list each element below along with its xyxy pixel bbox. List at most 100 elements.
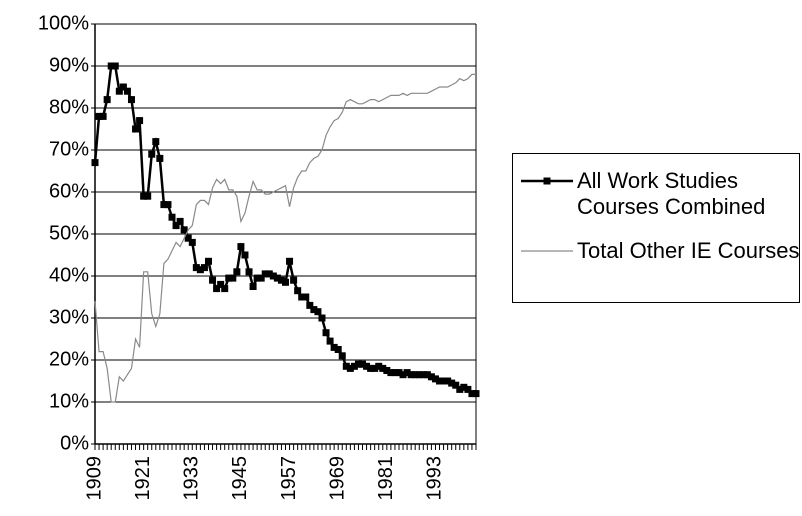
point [310,306,318,314]
y-tick-label: 20% [49,348,89,370]
legend: All Work Studies Courses Combined Total O… [512,153,800,303]
x-tick-label: 1957 [278,456,300,501]
point [290,276,298,284]
y-tick-label: 0% [60,432,89,454]
point [217,280,225,288]
point [233,268,241,276]
point [196,266,204,274]
point [253,274,261,282]
point [403,369,411,377]
point [354,360,362,368]
point [346,364,354,372]
point [111,62,119,70]
point [444,377,452,385]
point [176,217,184,225]
point [213,285,221,293]
point [140,192,148,200]
point [363,362,371,370]
point [338,352,346,360]
point [277,276,285,284]
point [387,369,395,377]
point [172,222,180,230]
y-tick-label: 70% [49,138,89,160]
point [326,337,334,345]
point [168,213,176,221]
y-tick-label: 40% [49,264,89,286]
point [115,87,123,95]
x-tick-label: 1921 [132,456,154,501]
point [91,159,99,167]
point [334,346,342,353]
point [423,371,431,379]
point [164,201,172,209]
point [298,293,306,301]
point [391,369,399,377]
legend-swatch [521,177,573,185]
point [148,150,156,158]
point [427,373,435,381]
y-tick-label: 30% [49,306,89,328]
point [371,364,379,372]
point [322,329,330,337]
y-tick-label: 50% [49,222,89,244]
point [399,371,407,379]
legend-label: All Work Studies Courses Combined [577,168,766,219]
point [241,251,249,259]
point [221,285,229,293]
point [103,96,111,104]
point [367,364,375,372]
point [269,272,277,280]
point [383,367,391,374]
point [330,343,338,351]
legend-swatch [521,250,573,252]
x-tick-label: 1933 [181,456,203,501]
point [180,226,188,234]
point [411,371,419,379]
point [99,112,107,120]
point [306,301,314,309]
point [273,274,281,282]
legend-label: Total Other IE Courses [577,238,800,263]
point [107,62,115,70]
point [261,270,269,278]
x-tick-label: 1981 [375,456,397,501]
point [318,314,326,322]
point [440,377,448,385]
point [407,371,415,379]
point [286,257,294,265]
point [294,287,302,295]
point [204,257,212,265]
point [472,390,480,398]
point [359,360,367,368]
point [436,377,444,385]
y-tick-label: 60% [49,180,89,202]
point [249,283,257,290]
point [282,278,289,286]
y-tick-label: 80% [49,96,89,118]
point [127,96,135,104]
point [132,125,140,133]
point [265,270,273,278]
point [209,276,217,284]
point [395,369,403,377]
x-tick-label: 1993 [424,456,446,501]
point [144,192,152,200]
point [431,375,439,383]
point [95,112,103,120]
point [245,268,253,276]
series-line [94,73,476,403]
point [342,362,350,370]
point [452,381,460,389]
point [314,308,322,316]
point [460,383,468,391]
point [136,117,144,125]
point [225,274,233,282]
point [188,238,196,246]
point [448,379,456,387]
point [160,201,168,209]
point [464,385,472,393]
x-tick-label: 1945 [229,456,251,501]
series-line [93,64,476,395]
